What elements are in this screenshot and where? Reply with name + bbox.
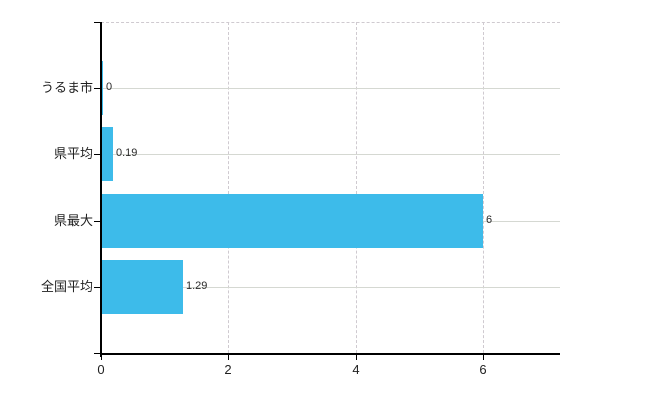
x-axis [100, 353, 560, 355]
bar-value-label: 0.19 [116, 147, 138, 159]
y-axis-tick [94, 353, 101, 354]
x-tick-label: 0 [97, 362, 105, 377]
bar [101, 61, 103, 115]
y-axis-tick [94, 221, 101, 222]
plot-top-border [101, 22, 560, 23]
y-axis-tick [94, 287, 101, 288]
gridline-horizontal [101, 287, 560, 288]
bar-value-label: 1.29 [186, 280, 208, 292]
gridline-horizontal [101, 88, 560, 89]
x-tick-label: 4 [352, 362, 360, 377]
y-axis [100, 22, 102, 357]
y-axis-tick [94, 88, 101, 89]
gridline-horizontal [101, 154, 560, 155]
x-axis-tick [356, 355, 357, 360]
bar [101, 194, 483, 248]
bar-value-label: 0 [106, 81, 113, 93]
category-label: 県平均 [53, 146, 93, 161]
gridline-vertical [483, 22, 484, 353]
y-axis-tick [94, 22, 101, 23]
x-axis-tick [101, 355, 102, 360]
bar [101, 260, 183, 314]
x-axis-tick [228, 355, 229, 360]
x-tick-label: 6 [479, 362, 487, 377]
y-axis-tick [94, 154, 101, 155]
gridline-vertical [356, 22, 357, 353]
bar [101, 127, 113, 181]
bar-value-label: 6 [486, 214, 493, 226]
gridline-vertical [228, 22, 229, 353]
category-label: うるま市 [40, 80, 93, 95]
x-tick-label: 2 [224, 362, 232, 377]
x-axis-tick [483, 355, 484, 360]
category-label: 全国平均 [40, 279, 93, 294]
category-label: 県最大 [53, 213, 93, 228]
